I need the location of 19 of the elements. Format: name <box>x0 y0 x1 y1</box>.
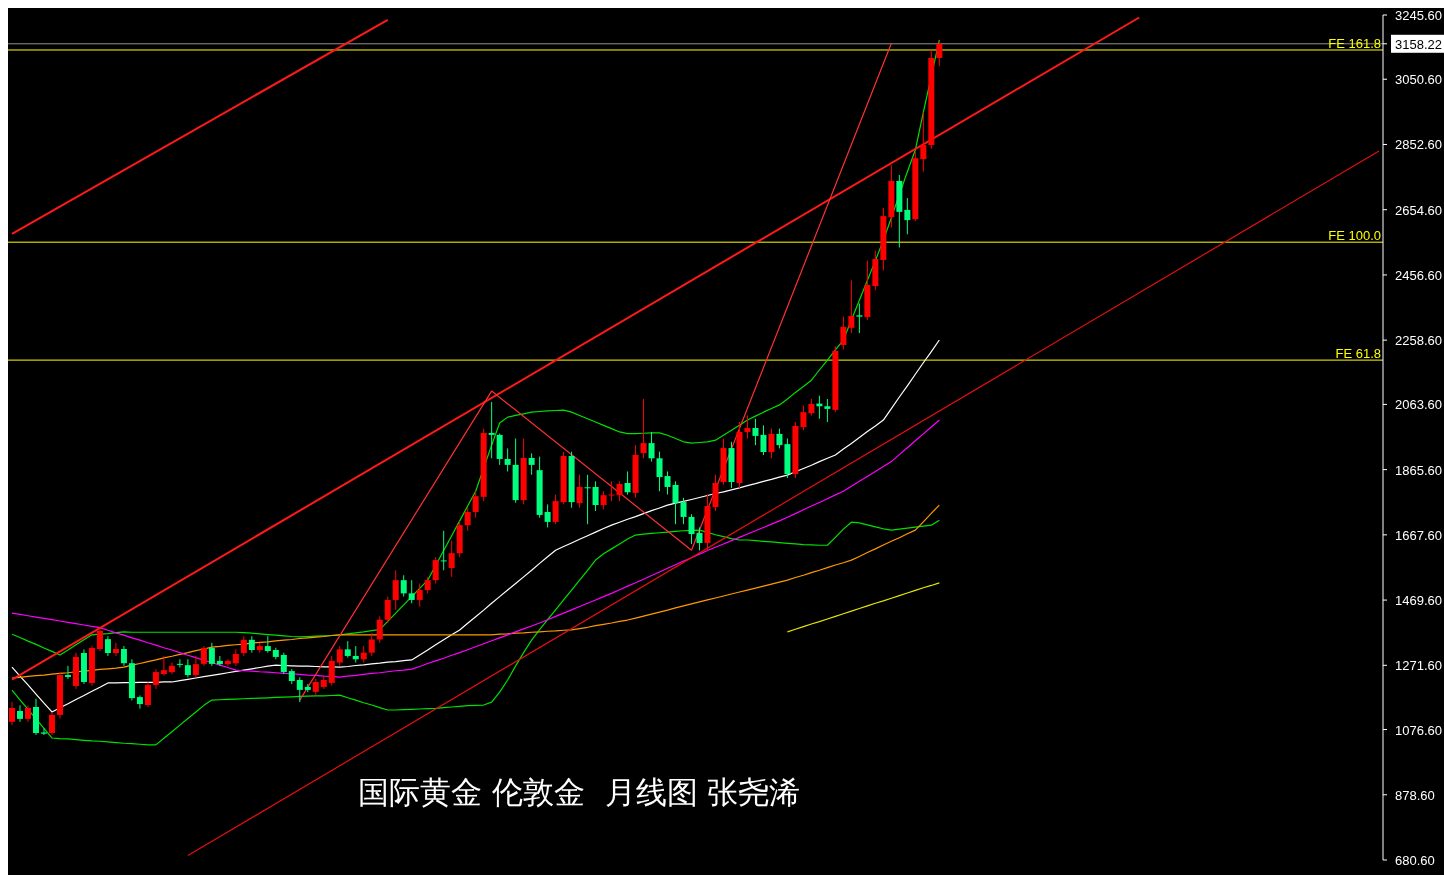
annotation: 国际黄金 伦敦金 月线图 张尧浠 <box>358 773 801 812</box>
y-tick-label: 878.60 <box>1395 787 1435 803</box>
ref-line-label: FE 100.0 <box>1328 228 1381 244</box>
y-tick-label: 3245.60 <box>1395 8 1442 23</box>
ref-line-label: FE 61.8 <box>1335 346 1381 362</box>
y-tick-label: 2063.60 <box>1395 397 1442 413</box>
y-tick-label: 1076.60 <box>1395 722 1442 738</box>
y-tick-label: 2456.60 <box>1395 267 1442 283</box>
y-tick-label: 2258.60 <box>1395 333 1442 349</box>
y-tick-label: 2654.60 <box>1395 202 1442 218</box>
y-tick-label: 3050.60 <box>1395 72 1442 88</box>
y-tick-label: 1667.60 <box>1395 527 1442 543</box>
ref-line-label: FE 161.8 <box>1328 35 1381 51</box>
y-tick-label: 680.60 <box>1395 853 1435 868</box>
y-tick-label: 1469.60 <box>1395 593 1442 609</box>
y-tick-label: 3158.22 <box>1395 36 1442 52</box>
y-tick-label: 1865.60 <box>1395 462 1442 478</box>
y-tick-label: 1271.60 <box>1395 658 1442 674</box>
y-tick-label: 2852.60 <box>1395 137 1442 153</box>
